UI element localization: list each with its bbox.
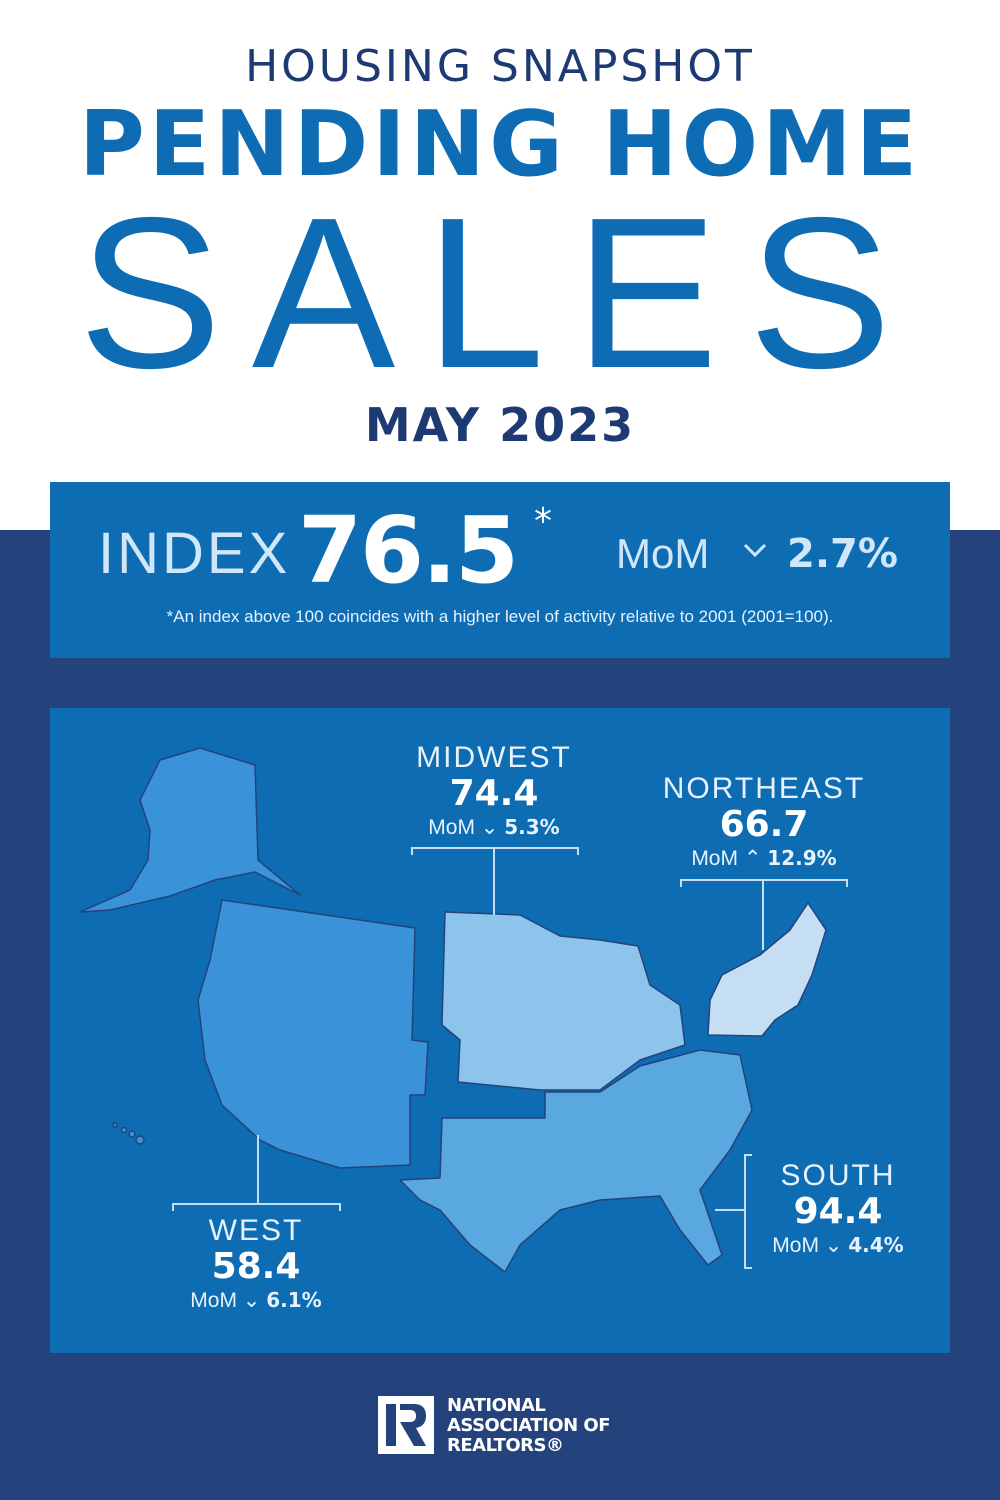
logo-line: NATIONAL xyxy=(447,1395,546,1416)
region-northeast xyxy=(707,902,827,1037)
region-south xyxy=(399,1049,753,1273)
mom-label: MoM xyxy=(772,1234,819,1257)
kicker: HOUSING SNAPSHOT xyxy=(245,41,755,92)
index-mom-change: 2.7% xyxy=(787,531,898,577)
region-name: SOUTH xyxy=(780,1159,896,1192)
chevron-down-icon: ⌄ xyxy=(480,816,499,839)
region-label-northeast: NORTHEAST 66.7 MoM ⌃ 12.9% xyxy=(644,773,884,872)
chevron-down-icon: ⌄ xyxy=(824,1234,843,1257)
region-value: 74.4 xyxy=(449,773,539,814)
nar-logo-text: NATIONAL ASSOCIATION OF REALTORS® xyxy=(447,1395,611,1456)
chevron-down-icon xyxy=(742,540,768,564)
mom-change: 4.4% xyxy=(848,1233,904,1257)
region-label-south: SOUTH 94.4 MoM ⌄ 4.4% xyxy=(738,1160,938,1259)
west-leader xyxy=(172,1203,341,1211)
index-asterisk: * xyxy=(534,501,552,542)
region-label-west: WEST 58.4 MoM ⌄ 6.1% xyxy=(156,1215,356,1314)
index-value: 76.5 xyxy=(298,497,519,604)
index-label: INDEX xyxy=(98,521,291,586)
chevron-down-icon: ⌄ xyxy=(242,1289,261,1312)
region-value: 94.4 xyxy=(793,1191,883,1232)
region-west-alaska xyxy=(79,747,301,913)
mom-change: 6.1% xyxy=(266,1288,322,1312)
south-leader xyxy=(744,1154,752,1269)
index-footnote: *An index above 100 coincides with a hig… xyxy=(166,607,834,626)
index-panel: INDEX 76.5 * MoM 2.7% *An index above 10… xyxy=(50,482,950,658)
index-mom-label: MoM xyxy=(616,530,710,577)
mom-change: 12.9% xyxy=(767,846,837,870)
period: MAY 2023 xyxy=(364,398,636,452)
realtor-r-logo-icon xyxy=(378,1396,434,1454)
region-value: 66.7 xyxy=(719,804,809,845)
title-line-2: SALES xyxy=(78,172,922,413)
title-line-1: PENDING HOME xyxy=(78,92,922,197)
mom-change: 5.3% xyxy=(504,815,560,839)
region-west xyxy=(197,899,429,1169)
region-name: MIDWEST xyxy=(416,741,572,774)
mom-label: MoM xyxy=(691,847,738,870)
logo-line: ASSOCIATION OF xyxy=(447,1415,611,1436)
mom-label: MoM xyxy=(190,1289,237,1312)
region-mom: MoM ⌄ 4.4% xyxy=(738,1232,938,1259)
logo-line: REALTORS® xyxy=(447,1435,564,1456)
region-mom: MoM ⌄ 5.3% xyxy=(394,814,594,841)
region-label-midwest: MIDWEST 74.4 MoM ⌄ 5.3% xyxy=(394,742,594,841)
region-value: 58.4 xyxy=(211,1246,301,1287)
region-mom: MoM ⌄ 6.1% xyxy=(156,1287,356,1314)
region-name: NORTHEAST xyxy=(662,772,866,805)
mom-label: MoM xyxy=(428,816,475,839)
region-midwest xyxy=(441,911,686,1091)
leader-lines xyxy=(172,847,848,1269)
region-mom: MoM ⌃ 12.9% xyxy=(644,845,884,872)
region-name: WEST xyxy=(208,1214,304,1247)
chevron-up-icon: ⌃ xyxy=(743,847,762,870)
region-west-hawaii xyxy=(112,1122,145,1145)
